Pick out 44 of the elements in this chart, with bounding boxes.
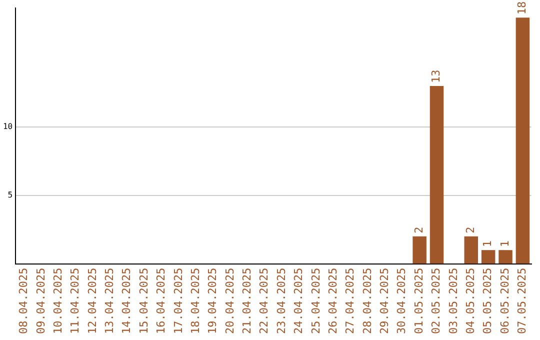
x-tick-label: 28.04.2025 xyxy=(360,268,374,334)
x-tick-label: 24.04.2025 xyxy=(292,268,306,334)
y-tick-label: 10 xyxy=(2,122,13,132)
x-tick-label: 20.04.2025 xyxy=(223,268,236,334)
x-tick-label: 09.04.2025 xyxy=(34,268,48,334)
data-label: 18 xyxy=(516,1,529,15)
x-tick-label: 07.05.2025 xyxy=(516,268,529,334)
x-tick-label: 26.04.2025 xyxy=(326,268,340,334)
x-tick-label: 23.04.2025 xyxy=(274,268,288,334)
x-tick-label: 12.04.2025 xyxy=(86,268,99,334)
x-tick-label: 30.04.2025 xyxy=(395,268,408,334)
x-tick-label: 19.04.2025 xyxy=(206,268,220,334)
x-tick-label: 01.05.2025 xyxy=(412,268,426,334)
bar xyxy=(481,250,496,264)
bar xyxy=(516,18,530,264)
data-label: 1 xyxy=(498,240,512,248)
data-label: 2 xyxy=(464,226,477,234)
x-tick-label: 10.04.2025 xyxy=(51,268,64,334)
x-tick-label: 21.04.2025 xyxy=(240,268,254,334)
x-tick-label: 18.04.2025 xyxy=(188,268,202,334)
data-label: 2 xyxy=(412,226,426,234)
x-tick-label: 22.04.2025 xyxy=(258,268,271,334)
data-label: 1 xyxy=(481,240,494,248)
x-tick-label: 17.04.2025 xyxy=(172,268,185,334)
bar xyxy=(498,250,512,264)
x-tick-label: 13.04.2025 xyxy=(103,268,116,334)
bar xyxy=(412,236,426,264)
x-tick-label: 16.04.2025 xyxy=(154,268,168,334)
x-tick-label: 03.05.2025 xyxy=(446,268,460,334)
x-tick-label: 25.04.2025 xyxy=(309,268,322,334)
x-tick-label: 06.05.2025 xyxy=(498,268,512,334)
bar xyxy=(430,86,444,264)
x-tick-label: 02.05.2025 xyxy=(430,268,443,334)
x-tick-label: 11.04.2025 xyxy=(68,268,82,334)
x-tick-label: 04.05.2025 xyxy=(464,268,477,334)
data-label: 13 xyxy=(430,70,443,83)
bar xyxy=(464,236,478,264)
x-tick-label: 05.05.2025 xyxy=(481,268,494,334)
x-tick-label: 08.04.2025 xyxy=(17,268,30,334)
y-tick-label: 5 xyxy=(8,190,13,200)
x-tick-label: 27.04.2025 xyxy=(344,268,357,334)
x-tick-label: 14.04.2025 xyxy=(120,268,134,334)
x-tick-label: 29.04.2025 xyxy=(378,268,392,334)
x-tick-label: 15.04.2025 xyxy=(137,268,150,334)
